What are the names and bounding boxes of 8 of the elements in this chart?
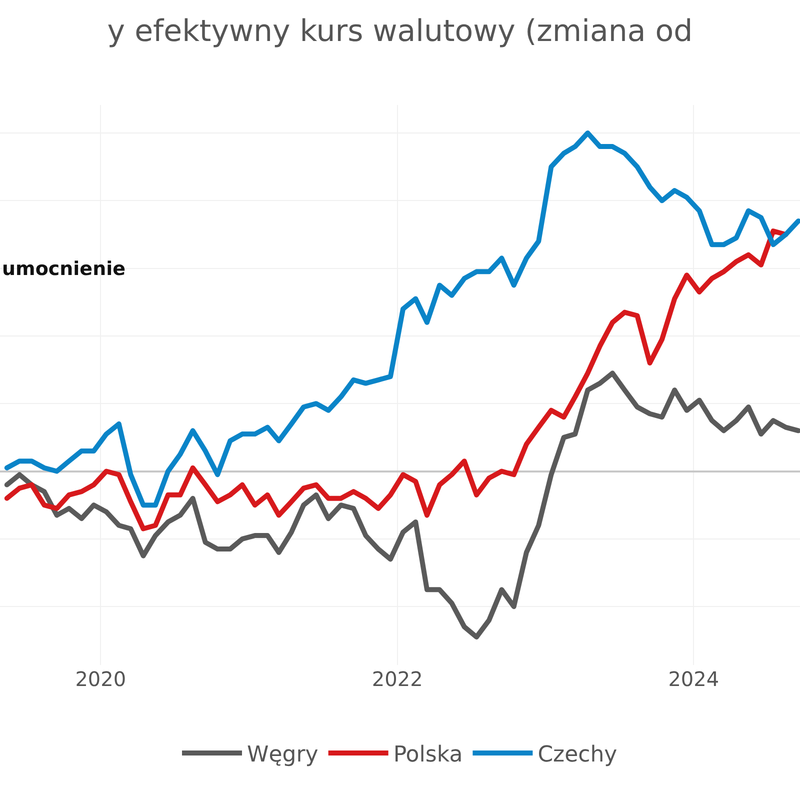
annotation: umocnienie — [2, 258, 126, 280]
legend-label: Czechy — [538, 742, 618, 768]
x-tick-label: 2020 — [75, 667, 126, 691]
legend-label: Polska — [393, 742, 463, 768]
x-tick-label: 2024 — [668, 667, 720, 691]
chart-title: y efektywny kurs walutowy (zmiana od — [107, 14, 693, 49]
legend-label: Węgry — [247, 742, 318, 768]
x-tick-label: 2022 — [372, 667, 423, 691]
